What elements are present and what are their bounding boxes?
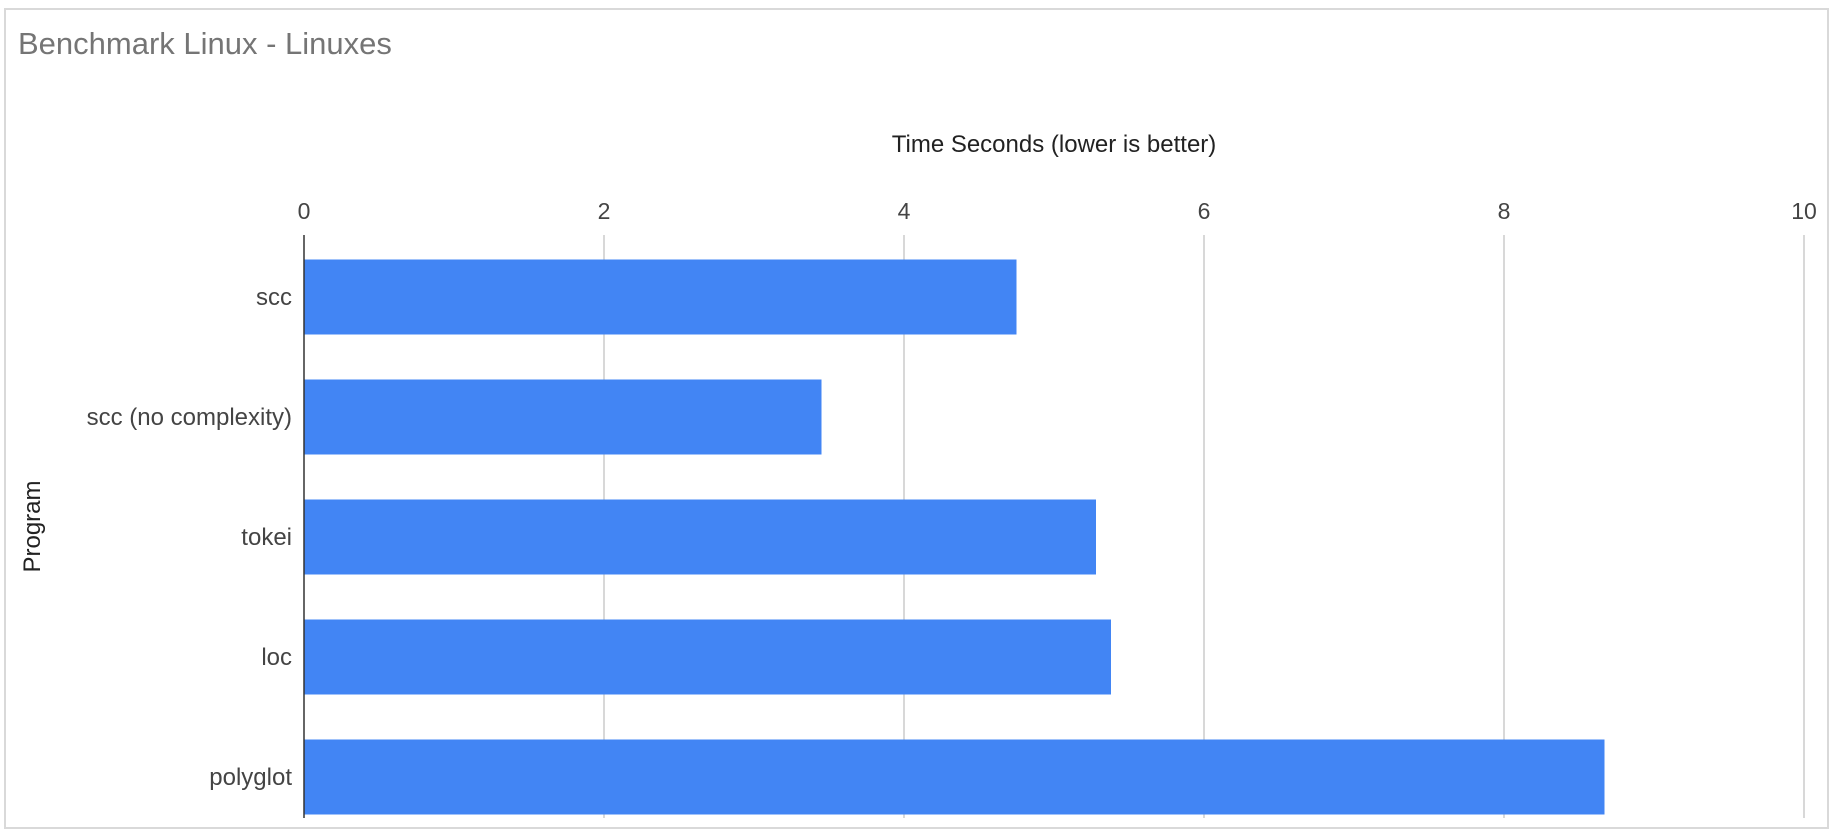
bar-1 <box>304 379 822 455</box>
bar-4 <box>304 739 1605 815</box>
x-axis-title: Time Seconds (lower is better) <box>892 131 1217 158</box>
x-tick-label-8: 8 <box>1498 198 1511 224</box>
bar-0 <box>304 259 1017 335</box>
x-tick-label-2: 2 <box>598 198 611 224</box>
y-axis-title: Program <box>19 480 46 572</box>
x-tick-label-0: 0 <box>298 198 311 224</box>
category-label-4: polyglot <box>209 764 292 791</box>
category-label-2: tokei <box>241 524 292 551</box>
x-tick-labels: 0 2 4 6 8 10 <box>298 198 1817 224</box>
x-tick-label-6: 6 <box>1198 198 1211 224</box>
bar-2 <box>304 499 1096 575</box>
bars <box>304 259 1605 815</box>
category-label-3: loc <box>261 644 292 671</box>
category-label-0: scc <box>256 284 292 311</box>
x-tick-label-10: 10 <box>1791 198 1817 224</box>
chart-title: Benchmark Linux - Linuxes <box>18 26 392 61</box>
category-label-1: scc (no complexity) <box>87 404 292 431</box>
category-labels: scc scc (no complexity) tokei loc polyglot <box>87 284 293 791</box>
x-tick-label-4: 4 <box>898 198 911 224</box>
bar-3 <box>304 619 1111 695</box>
